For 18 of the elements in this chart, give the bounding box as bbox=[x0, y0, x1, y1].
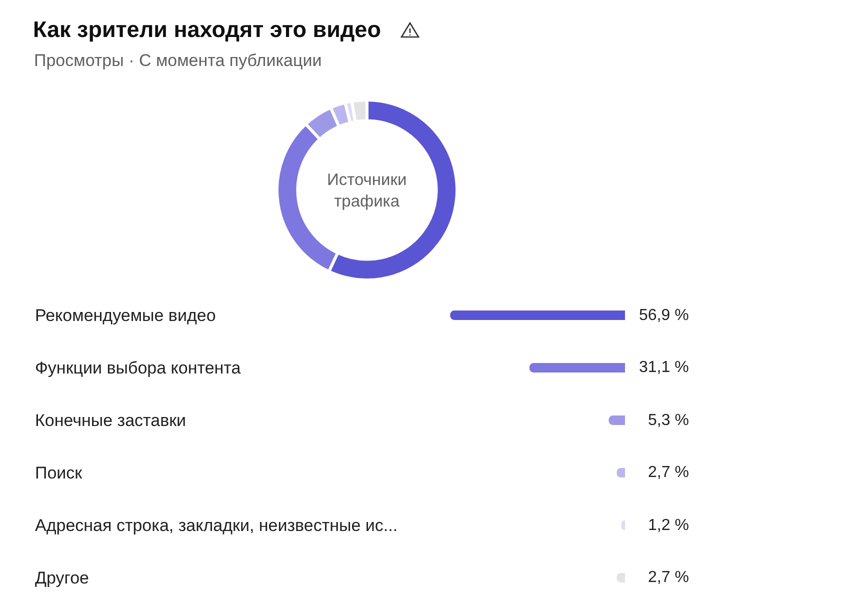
y-tick-label: Рекомендуемые видео bbox=[35, 306, 216, 326]
data-label: 2,7 % bbox=[648, 464, 689, 481]
y-tick-label: Другое bbox=[35, 568, 90, 588]
y-tick-label: Адресная строка, закладки, неизвестные ис... bbox=[35, 516, 398, 536]
bar bbox=[608, 416, 625, 425]
y-tick-label: Конечные заставки bbox=[35, 411, 186, 430]
chart-title: Как зрители находят это видео bbox=[33, 16, 381, 42]
y-tick-label: Поиск bbox=[35, 464, 83, 483]
text: Источники трафика bbox=[327, 171, 407, 210]
data-label: 1,2 % bbox=[648, 517, 689, 534]
data-label: 31,1 % bbox=[639, 359, 689, 376]
bar bbox=[450, 310, 625, 320]
data-label: 2,7 % bbox=[648, 569, 689, 586]
bar bbox=[529, 363, 625, 372]
chart-subtitle: Просмотры · С момента публикации bbox=[34, 51, 322, 70]
data-label: 5,3 % bbox=[648, 412, 689, 429]
y-tick-label: Функции выбора контента bbox=[35, 358, 242, 378]
data-label: 56,9 % bbox=[639, 307, 689, 324]
